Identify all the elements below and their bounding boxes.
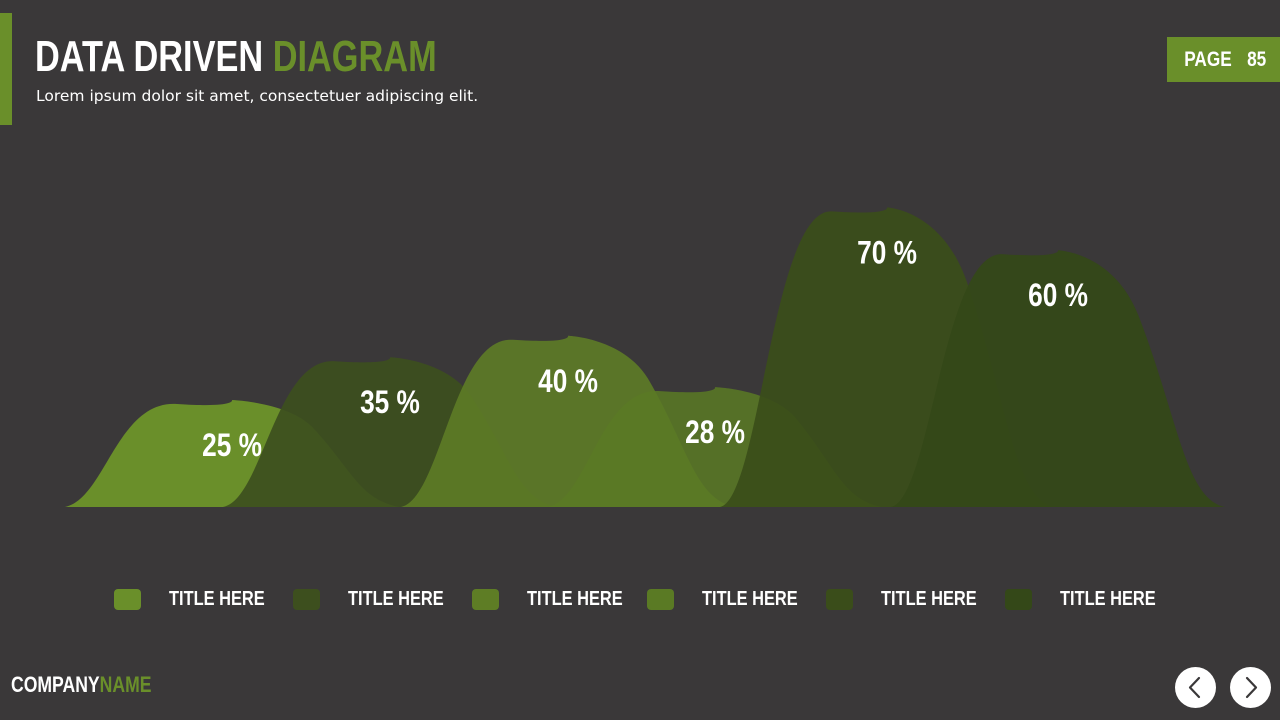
- legend-swatch: [472, 588, 499, 610]
- data-label: 40 %: [538, 364, 598, 399]
- legend-item: TITLE HERE: [114, 586, 265, 612]
- title-green: DIAGRAM: [272, 32, 437, 81]
- chevron-right-icon: [1245, 676, 1258, 699]
- prev-page-button[interactable]: [1175, 667, 1216, 708]
- legend-label: TITLE HERE: [1060, 588, 1156, 610]
- legend-label: TITLE HERE: [169, 588, 265, 610]
- legend-item: TITLE HERE: [647, 586, 798, 612]
- legend-swatch: [114, 588, 141, 610]
- page-badge: PAGE 85: [1167, 37, 1280, 82]
- data-label: 35 %: [360, 386, 420, 421]
- page-title: DATA DRIVEN DIAGRAM: [35, 30, 437, 84]
- page-number: 85: [1246, 47, 1267, 71]
- next-page-button[interactable]: [1230, 667, 1271, 708]
- legend-item: TITLE HERE: [472, 586, 623, 612]
- chart-legend: TITLE HERE TITLE HERE TITLE HERE TITLE H…: [0, 586, 1280, 612]
- legend-label: TITLE HERE: [527, 588, 623, 610]
- legend-swatch: [1005, 588, 1032, 610]
- bell-curve-chart: 25 % 35 % 40 % 28 % 70 % 60 %: [65, 207, 1225, 507]
- legend-swatch: [293, 588, 320, 610]
- company-white: COMPANY: [11, 672, 100, 697]
- legend-item: TITLE HERE: [826, 586, 977, 612]
- legend-item: TITLE HERE: [1005, 586, 1156, 612]
- accent-bar: [0, 13, 12, 125]
- data-label: 70 %: [857, 236, 917, 271]
- data-label: 25 %: [202, 429, 262, 464]
- company-name: COMPANYNAME: [11, 672, 151, 698]
- legend-label: TITLE HERE: [702, 588, 798, 610]
- legend-label: TITLE HERE: [881, 588, 977, 610]
- page-subtitle: Lorem ipsum dolor sit amet, consectetuer…: [36, 87, 479, 105]
- legend-label: TITLE HERE: [348, 588, 444, 610]
- bell-area-6: [891, 250, 1225, 507]
- chevron-left-icon: [1188, 676, 1201, 699]
- page-label: PAGE: [1184, 47, 1232, 71]
- legend-item: TITLE HERE: [293, 586, 444, 612]
- data-label: 60 %: [1028, 279, 1088, 314]
- legend-swatch: [826, 588, 853, 610]
- data-label: 28 %: [685, 416, 745, 451]
- title-white: DATA DRIVEN: [35, 32, 264, 81]
- company-green: NAME: [99, 672, 152, 697]
- legend-swatch: [647, 588, 674, 610]
